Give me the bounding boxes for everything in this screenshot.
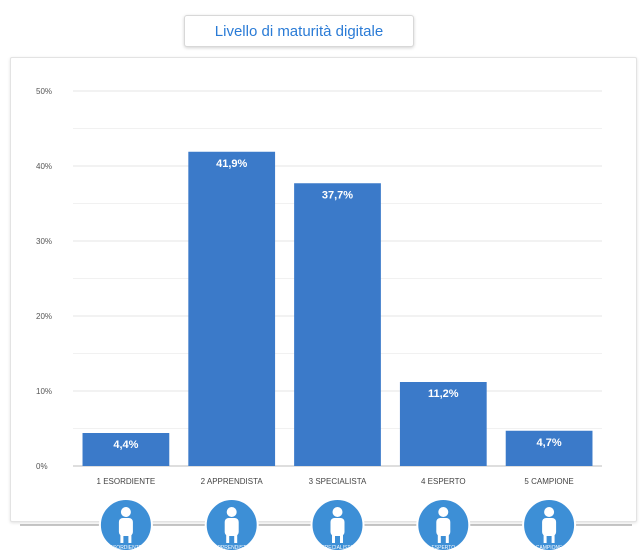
- figure-body: [436, 518, 451, 536]
- badge-label: ESPERTO: [431, 545, 455, 551]
- data-labels: 4,4% 41,9% 37,7% 11,2% 4,7%: [113, 158, 561, 451]
- figure-head: [544, 507, 555, 517]
- bar: [399, 382, 487, 466]
- figure-head: [226, 507, 237, 517]
- category-label: 5 CAMPIONE: [524, 477, 573, 486]
- data-label: 4,7%: [537, 437, 562, 449]
- specialist-walking-icon: SPECIALISTA: [310, 498, 365, 552]
- figure-body: [118, 518, 133, 536]
- level-badges: ESORDIENTE APPRENDISTA SPECIALISTA ESPERTO C…: [20, 498, 632, 552]
- badge-label: CAMPIONE: [536, 545, 563, 551]
- category-label: 2 APPRENDISTA: [201, 477, 264, 486]
- apprentice-desk-icon: APPRENDISTA: [204, 498, 259, 552]
- y-tick-label: 50%: [36, 87, 52, 96]
- expert-raised-hand-icon: ESPERTO: [416, 498, 471, 552]
- badge-label: SPECIALISTA: [322, 545, 355, 551]
- y-tick-label: 20%: [36, 312, 52, 321]
- figure-head: [438, 507, 449, 517]
- figure-body: [330, 518, 345, 536]
- x-axis-categories: 1 ESORDIENTE 2 APPRENDISTA 3 SPECIALISTA 4 …: [97, 477, 574, 486]
- badge-label: ESORDIENTE: [110, 545, 143, 551]
- data-label: 4,4%: [113, 439, 138, 451]
- figure-body: [224, 518, 239, 536]
- category-label: 3 SPECIALISTA: [309, 477, 367, 486]
- beginner-figure-icon: ESORDIENTE: [98, 498, 153, 552]
- bar: [188, 151, 276, 466]
- figure-head: [332, 507, 343, 517]
- bars: [82, 151, 593, 466]
- data-label: 37,7%: [322, 189, 353, 201]
- figure-body: [542, 518, 557, 536]
- data-label: 41,9%: [216, 158, 247, 170]
- y-axis-ticks: 0% 10% 20% 30% 40% 50%: [36, 87, 52, 471]
- category-label: 1 ESORDIENTE: [97, 477, 156, 486]
- bar: [505, 430, 593, 466]
- champion-cheering-icon: CAMPIONE: [522, 498, 577, 552]
- y-tick-label: 30%: [36, 237, 52, 246]
- chart-title: Livello di maturità digitale: [184, 15, 414, 47]
- category-label: 4 ESPERTO: [421, 477, 466, 486]
- y-tick-label: 10%: [36, 387, 52, 396]
- bar: [294, 183, 381, 466]
- badge-label: APPRENDISTA: [214, 545, 250, 551]
- bar: [82, 433, 170, 466]
- y-tick-label: 0%: [36, 462, 48, 471]
- data-label: 11,2%: [428, 388, 459, 400]
- y-tick-label: 40%: [36, 162, 52, 171]
- figure-head: [120, 507, 131, 517]
